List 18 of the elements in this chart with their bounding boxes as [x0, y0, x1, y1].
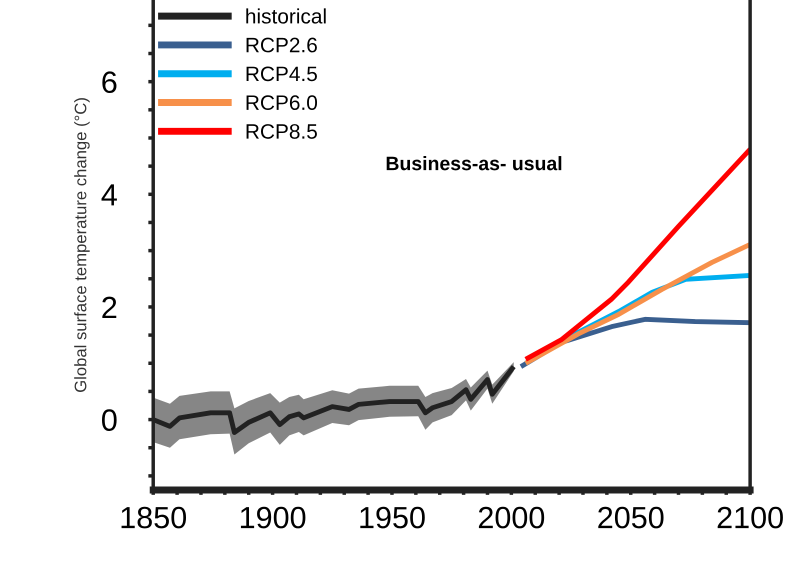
- legend-label: RCP4.5: [246, 66, 317, 82]
- x-tick-label: 2100: [718, 506, 783, 528]
- legend-label: RCP6.0: [246, 95, 318, 110]
- y-tick-label: 6: [102, 71, 116, 94]
- x-tick-label: 1900: [240, 506, 306, 528]
- legend-label: RCP8.5: [246, 124, 317, 139]
- y-axis-title: Global surface temperature change (°C): [74, 98, 90, 392]
- y-tick-label: 0: [102, 409, 117, 431]
- annotation: Business-as- usual: [386, 156, 562, 170]
- x-tick-label: 1850: [122, 506, 186, 528]
- x-tick-label: 2050: [598, 506, 664, 528]
- y-tick-label: 4: [102, 184, 117, 206]
- x-tick-label: 1950: [360, 506, 425, 528]
- line-series: [523, 242, 750, 366]
- legend-label: RCP2.6: [246, 38, 317, 52]
- x-tick-label: 2000: [478, 506, 544, 528]
- y-tick-label: 2: [102, 296, 116, 318]
- legend-label: historical: [246, 8, 326, 24]
